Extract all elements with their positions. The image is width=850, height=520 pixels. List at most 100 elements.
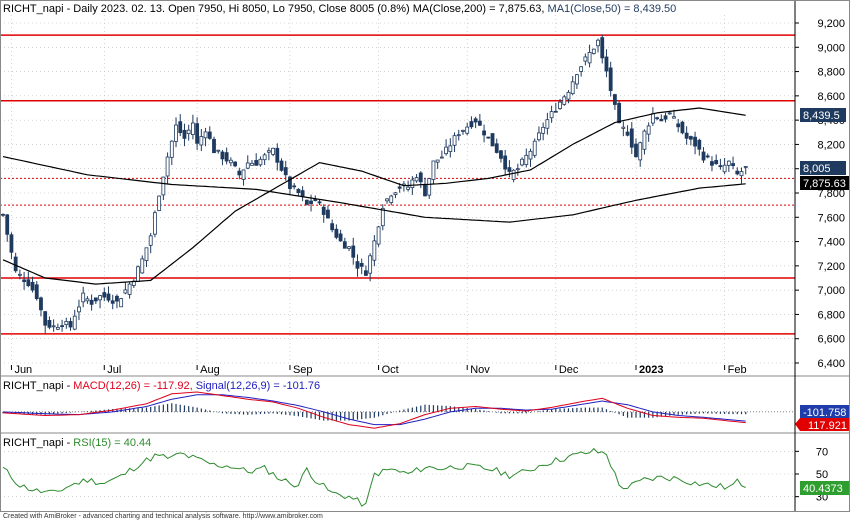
candlestick <box>17 269 22 280</box>
candlestick <box>570 76 575 96</box>
candlestick <box>51 319 56 332</box>
candlestick <box>613 93 617 110</box>
price-tick-label: 8,800 <box>817 67 845 79</box>
candle-body <box>444 146 449 155</box>
candle-body <box>186 129 191 134</box>
candle-body <box>385 198 389 202</box>
candle-body <box>220 151 225 160</box>
candlestick <box>545 112 550 135</box>
candle-body <box>93 297 98 302</box>
month-label: Jun <box>14 364 32 376</box>
candle-body <box>212 138 216 154</box>
candle-body <box>705 155 710 158</box>
candlestick <box>47 316 52 330</box>
candlestick <box>549 105 554 123</box>
candlestick <box>34 281 39 301</box>
candlestick <box>617 101 622 124</box>
candlestick <box>537 126 541 142</box>
candlestick <box>494 138 499 154</box>
macd-badge-bg <box>795 418 850 431</box>
candlestick <box>520 157 524 167</box>
candlestick <box>634 138 638 158</box>
candlestick <box>461 129 465 135</box>
candle-body <box>482 130 486 136</box>
candle-body <box>613 94 617 105</box>
candle-body <box>524 154 529 166</box>
candle-body <box>477 120 482 126</box>
candlestick <box>448 138 453 158</box>
candle-body <box>321 206 326 215</box>
price-tick-label: 6,400 <box>817 358 845 370</box>
candlestick <box>566 90 571 104</box>
candlestick <box>60 319 64 332</box>
candlestick <box>427 178 432 199</box>
candlestick <box>562 94 567 106</box>
candle-body <box>266 150 271 153</box>
candlestick <box>705 153 710 159</box>
candle-body <box>650 113 655 124</box>
candle-body <box>465 126 470 134</box>
candle-body <box>570 81 575 95</box>
candle-body <box>486 136 491 139</box>
credit-line: Created with AmiBroker - advanced charti… <box>3 513 323 520</box>
candlestick <box>165 152 170 184</box>
candle-body <box>228 159 233 164</box>
candlestick <box>228 157 233 167</box>
candle-body <box>123 289 128 294</box>
candlestick <box>604 49 609 78</box>
candlestick <box>85 296 90 304</box>
candle-body <box>355 261 360 269</box>
month-label: Dec <box>559 364 579 376</box>
candle-body <box>119 298 124 308</box>
candlestick <box>596 38 600 53</box>
candle-body <box>30 281 35 291</box>
candle-body <box>562 96 567 105</box>
candle-body <box>583 56 588 62</box>
candle-body <box>731 163 735 167</box>
macd-header-signal: Signal(12,26,9) = -101.76 <box>196 380 320 392</box>
candlestick <box>351 237 356 265</box>
macd-line <box>2 391 746 429</box>
candle-body <box>68 321 73 328</box>
candle-body <box>684 132 689 139</box>
candle-body <box>587 51 592 64</box>
candle-body <box>292 185 297 188</box>
candlestick <box>72 309 77 331</box>
candlestick <box>380 204 385 231</box>
macd-histogram <box>2 403 747 421</box>
candlestick <box>347 246 351 252</box>
price-tick-label: 7,600 <box>817 212 845 224</box>
candlestick <box>511 169 516 183</box>
candle-body <box>667 112 672 115</box>
candlestick <box>587 44 592 68</box>
candlestick <box>110 294 115 310</box>
candle-body <box>625 131 630 136</box>
candle-body <box>317 201 322 204</box>
candlestick <box>266 147 271 161</box>
candle-body <box>655 117 659 120</box>
candlestick <box>693 131 697 155</box>
candle-body <box>718 165 723 168</box>
candlestick <box>469 116 474 129</box>
candlestick <box>638 141 643 167</box>
candlestick <box>452 132 457 152</box>
candle-body <box>161 176 166 196</box>
candlestick <box>334 224 339 240</box>
candlestick <box>608 61 613 97</box>
candle-body <box>528 150 533 160</box>
candle-body <box>47 320 52 328</box>
price-panel: 9,2009,0008,8008,6008,4008,2008,0007,800… <box>0 3 850 376</box>
candlestick <box>600 34 605 64</box>
candle-body <box>520 158 524 166</box>
month-label: Feb <box>728 364 747 376</box>
candlestick <box>106 286 111 303</box>
candle-body <box>254 160 259 166</box>
candle-body <box>17 273 22 276</box>
macd-badge: 117.921 <box>808 420 847 432</box>
candle-body <box>224 152 229 162</box>
candle-body <box>591 48 596 54</box>
candlestick <box>680 120 685 135</box>
candlestick <box>541 122 546 141</box>
price-tick-label: 6,800 <box>817 309 845 321</box>
candle-body <box>617 102 622 124</box>
